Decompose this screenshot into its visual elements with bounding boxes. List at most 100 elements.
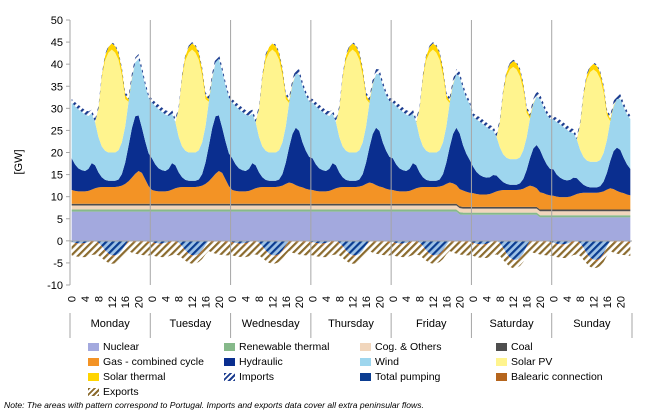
legend: Nuclear Renewable thermal Cog. & Others Coa… — [88, 339, 638, 399]
hour-tick-label: 12 — [267, 296, 279, 308]
legend-swatch — [496, 357, 507, 366]
legend-swatch — [88, 342, 99, 351]
legend-swatch — [360, 357, 371, 366]
hour-tick-label: 4 — [562, 296, 574, 302]
legend-swatch — [224, 372, 235, 381]
area-total-pumping — [71, 240, 631, 260]
area-coal — [71, 203, 631, 212]
legend-item-renewable-thermal: Renewable thermal — [224, 341, 360, 353]
hour-tick-label: 8 — [575, 296, 587, 302]
legend-swatch — [496, 342, 507, 351]
hour-tick-label: 8 — [93, 296, 105, 302]
legend-label: Hydraulic — [239, 355, 283, 368]
legend-swatch — [88, 387, 99, 396]
y-tick-label: 45 — [51, 37, 63, 49]
legend-swatch — [88, 357, 99, 366]
legend-row: Gas - combined cycle Hydraulic Wind Solar P… — [88, 354, 638, 369]
hour-tick-label: 0 — [147, 296, 159, 302]
hour-tick-label: 8 — [334, 296, 346, 302]
legend-item-coal: Coal — [496, 341, 632, 353]
hour-tick-label: 4 — [481, 296, 493, 302]
legend-swatch — [360, 342, 371, 351]
legend-label: Exports — [103, 385, 139, 398]
hour-tick-label: 8 — [415, 296, 427, 302]
y-tick-label: -10 — [47, 280, 63, 292]
hour-tick-label: 4 — [401, 296, 413, 302]
legend-item-exports: Exports — [88, 386, 224, 398]
hour-tick-label: 16 — [441, 296, 453, 308]
legend-swatch — [224, 357, 235, 366]
hour-tick-label: 8 — [254, 296, 266, 302]
y-tick-label: 40 — [51, 59, 63, 71]
hour-tick-label: 0 — [468, 296, 480, 302]
area-cog-others — [71, 205, 631, 216]
hour-tick-label: 4 — [80, 296, 92, 302]
y-tick-label: 10 — [51, 192, 63, 204]
day-label: Sunday — [573, 318, 611, 330]
day-label: Wednesday — [242, 318, 300, 330]
hour-tick-label: 12 — [508, 296, 520, 308]
hour-tick-label: 0 — [548, 296, 560, 302]
hour-tick-label: 4 — [321, 296, 333, 302]
legend-label: Total pumping — [375, 370, 441, 383]
hour-tick-label: 0 — [67, 296, 79, 302]
legend-item-hydraulic: Hydraulic — [224, 356, 360, 368]
hour-tick-label: 16 — [602, 296, 614, 308]
day-label: Saturday — [490, 318, 535, 330]
area-balearic-connection — [71, 240, 631, 262]
hour-tick-label: 4 — [160, 296, 172, 302]
area-solar-pv — [71, 49, 631, 162]
legend-item-imports: Imports — [224, 371, 360, 383]
area-exports — [71, 242, 631, 269]
legend-label: Solar thermal — [103, 370, 166, 383]
hour-tick-label: 16 — [200, 296, 212, 308]
y-tick-label: -5 — [53, 258, 63, 270]
day-label: Thursday — [328, 318, 374, 330]
hour-tick-label: 4 — [241, 296, 253, 302]
hour-tick-label: 20 — [535, 296, 547, 308]
hour-tick-label: 12 — [187, 296, 199, 308]
y-tick-label: 5 — [57, 214, 63, 226]
legend-item-gas-combined-cycle: Gas - combined cycle — [88, 356, 224, 368]
area-nuclear — [71, 211, 631, 241]
legend-row: Exports — [88, 384, 638, 399]
legend-label: Renewable thermal — [239, 340, 330, 353]
area-hydraulic — [71, 115, 631, 198]
area-wind — [71, 58, 631, 188]
hour-tick-label: 20 — [134, 296, 146, 308]
legend-item-nuclear: Nuclear — [88, 341, 224, 353]
y-tick-label: 15 — [51, 170, 63, 182]
legend-label: Nuclear — [103, 340, 140, 353]
day-label: Tuesday — [170, 318, 212, 330]
hour-tick-label: 16 — [120, 296, 132, 308]
hour-tick-label: 8 — [174, 296, 186, 302]
y-tick-label: 20 — [51, 148, 63, 160]
hour-tick-label: 20 — [214, 296, 226, 308]
hour-tick-label: 16 — [361, 296, 373, 308]
legend-label: Wind — [375, 355, 399, 368]
legend-label: Imports — [239, 370, 275, 383]
y-tick-label: 50 — [51, 15, 63, 27]
chart-note: Note: The areas with pattern correspond … — [4, 400, 424, 410]
hour-tick-label: 16 — [522, 296, 534, 308]
legend-swatch — [224, 342, 235, 351]
hour-tick-label: 12 — [348, 296, 360, 308]
legend-item-solar-pv: Solar PV — [496, 356, 632, 368]
hour-tick-label: 12 — [589, 296, 601, 308]
day-label: Friday — [416, 318, 447, 330]
hour-tick-label: 12 — [107, 296, 119, 308]
y-tick-label: 35 — [51, 81, 63, 93]
y-tick-label: 0 — [57, 236, 63, 248]
hour-tick-label: 20 — [615, 296, 627, 308]
legend-label: Solar PV — [511, 355, 553, 368]
legend-swatch — [360, 372, 371, 381]
legend-label: Cog. & Others — [375, 340, 442, 353]
hour-tick-label: 16 — [281, 296, 293, 308]
legend-swatch — [88, 372, 99, 381]
hour-tick-label: 20 — [294, 296, 306, 308]
y-tick-label: 30 — [51, 103, 63, 115]
hour-tick-label: 12 — [428, 296, 440, 308]
hour-tick-label: 8 — [495, 296, 507, 302]
